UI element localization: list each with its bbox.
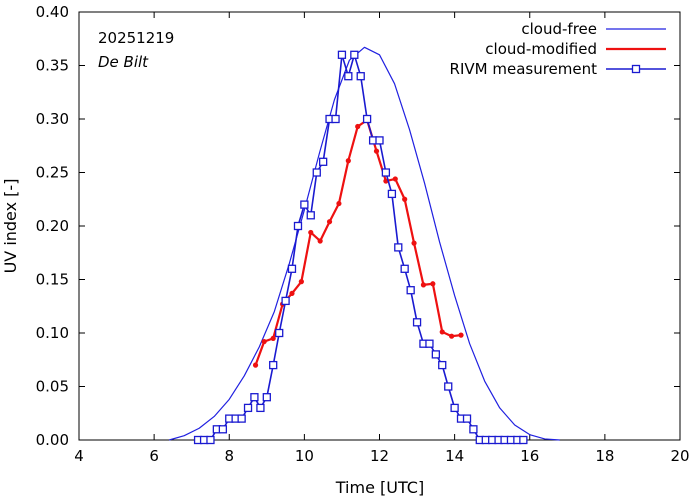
data-point-rivm-measurement	[269, 360, 278, 370]
data-point-cloud-modified	[308, 229, 314, 236]
legend-label-rivm-measurement: RIVM measurement	[450, 60, 598, 78]
data-point-rivm-measurement	[300, 200, 309, 209]
y-tick-label: 0.10	[36, 324, 69, 342]
x-tick-label: 16	[520, 447, 539, 465]
data-point-rivm-measurement	[362, 114, 372, 124]
data-point-cloud-modified	[430, 281, 436, 287]
data-point-rivm-measurement	[450, 403, 459, 413]
data-point-cloud-modified	[449, 333, 455, 339]
series-layer	[168, 46, 560, 445]
data-point-cloud-modified	[458, 332, 464, 338]
data-point-cloud-modified	[336, 200, 342, 207]
data-point-cloud-modified	[317, 238, 323, 244]
legend-label-cloud-modified: cloud-modified	[485, 40, 597, 58]
y-axis-title: UV index [-]	[1, 179, 20, 274]
data-point-rivm-measurement	[444, 382, 453, 391]
legend-marker-rivm-measurement	[631, 64, 641, 74]
data-point-rivm-measurement	[431, 350, 440, 359]
series-line-rivm-measurement	[198, 53, 524, 441]
x-tick-label: 4	[74, 447, 84, 465]
legend: cloud-free cloud-modified RIVM measureme…	[450, 20, 666, 78]
data-point-rivm-measurement	[469, 425, 478, 434]
series-line-cloud-free	[168, 46, 560, 441]
data-point-rivm-measurement	[331, 114, 340, 124]
data-point-rivm-measurement	[275, 328, 284, 338]
data-point-cloud-modified	[392, 176, 398, 182]
data-point-cloud-modified	[420, 282, 427, 288]
data-point-cloud-modified	[411, 240, 417, 246]
y-tick-label: 0.35	[36, 57, 69, 75]
data-point-rivm-measurement	[387, 189, 397, 199]
data-point-cloud-modified	[270, 335, 276, 341]
data-point-cloud-modified	[252, 362, 259, 368]
data-point-cloud-modified	[373, 148, 380, 154]
y-tick-label: 0.05	[36, 378, 69, 396]
data-point-rivm-measurement	[412, 318, 422, 327]
data-point-rivm-measurement	[375, 136, 384, 145]
x-tick-label: 8	[224, 447, 234, 465]
data-point-rivm-measurement	[306, 211, 315, 220]
data-point-cloud-modified	[326, 219, 333, 225]
data-point-cloud-modified	[355, 123, 361, 130]
data-point-rivm-measurement	[319, 157, 328, 166]
location-annotation: De Bilt	[98, 53, 149, 71]
y-tick-label: 0.40	[36, 3, 69, 21]
data-point-cloud-modified	[345, 158, 351, 164]
data-point-rivm-measurement	[519, 435, 528, 445]
data-point-rivm-measurement	[287, 264, 297, 273]
data-point-rivm-measurement	[243, 403, 253, 413]
x-tick-label: 10	[295, 447, 314, 465]
data-point-rivm-measurement	[425, 339, 434, 348]
y-tick-label: 0.30	[36, 110, 69, 128]
y-tick-label: 0.25	[36, 164, 69, 182]
x-tick-label: 20	[670, 447, 689, 465]
data-point-cloud-modified	[289, 290, 295, 297]
data-point-rivm-measurement	[394, 243, 403, 252]
data-point-rivm-measurement	[237, 414, 246, 423]
data-point-rivm-measurement	[206, 435, 215, 445]
data-point-rivm-measurement	[250, 393, 259, 402]
data-point-rivm-measurement	[350, 50, 359, 59]
data-point-cloud-modified	[261, 338, 267, 345]
data-point-cloud-modified	[298, 279, 304, 285]
data-point-rivm-measurement	[344, 72, 353, 81]
data-point-rivm-measurement	[262, 393, 271, 402]
data-point-rivm-measurement	[281, 296, 290, 306]
data-point-rivm-measurement	[337, 50, 347, 59]
data-point-rivm-measurement	[218, 425, 228, 434]
y-tick-label: 0.20	[36, 217, 69, 235]
data-point-cloud-modified	[439, 329, 445, 335]
y-tick-label: 0.15	[36, 271, 69, 289]
axis-ticks	[78, 11, 681, 441]
x-axis-title: Time [UTC]	[335, 478, 424, 497]
x-tick-label: 12	[370, 447, 389, 465]
legend-label-cloud-free: cloud-free	[521, 20, 597, 38]
data-point-rivm-measurement	[438, 360, 447, 370]
x-tick-label: 14	[445, 447, 464, 465]
data-point-cloud-modified	[402, 196, 408, 202]
date-annotation: 20251219	[98, 29, 174, 47]
y-tick-label: 0.00	[36, 431, 69, 449]
series-line-cloud-modified	[254, 118, 462, 366]
data-point-rivm-measurement	[256, 403, 265, 413]
data-point-rivm-measurement	[293, 221, 303, 231]
x-tick-label: 18	[595, 447, 614, 465]
data-point-rivm-measurement	[381, 168, 391, 177]
data-point-rivm-measurement	[462, 414, 472, 423]
axis-tick-labels: 4 6 8 10 12 14 16 18 20 0.00 0.05 0.10 0.15 0.20 0.25 0…	[36, 3, 690, 465]
x-tick-label: 6	[149, 447, 159, 465]
data-point-rivm-measurement	[356, 72, 365, 81]
data-point-rivm-measurement	[312, 168, 321, 177]
data-point-rivm-measurement	[400, 264, 409, 273]
data-point-rivm-measurement	[406, 286, 415, 295]
